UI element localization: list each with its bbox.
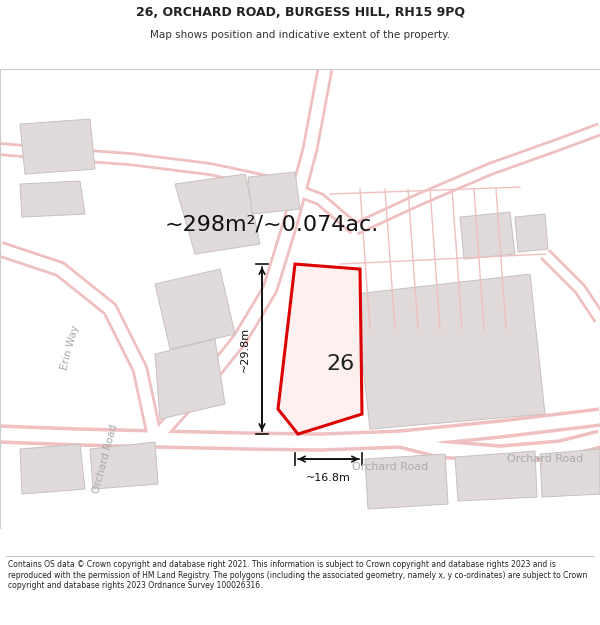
Polygon shape [365, 454, 448, 509]
Polygon shape [355, 274, 545, 429]
Text: Map shows position and indicative extent of the property.: Map shows position and indicative extent… [150, 30, 450, 40]
Text: Contains OS data © Crown copyright and database right 2021. This information is : Contains OS data © Crown copyright and d… [8, 560, 587, 590]
Text: Erin Way: Erin Way [59, 324, 81, 371]
Polygon shape [20, 119, 95, 174]
Polygon shape [248, 172, 300, 214]
Polygon shape [155, 269, 235, 349]
Text: Orchard Road: Orchard Road [91, 423, 119, 495]
Text: Orchard Road: Orchard Road [352, 462, 428, 472]
Polygon shape [278, 264, 362, 434]
Text: ~298m²/~0.074ac.: ~298m²/~0.074ac. [165, 214, 379, 234]
Text: 26, ORCHARD ROAD, BURGESS HILL, RH15 9PQ: 26, ORCHARD ROAD, BURGESS HILL, RH15 9PQ [136, 6, 464, 19]
Text: ~16.8m: ~16.8m [306, 473, 351, 483]
Text: 26: 26 [326, 354, 354, 374]
Polygon shape [455, 451, 537, 501]
Polygon shape [90, 442, 158, 489]
Text: ~29.8m: ~29.8m [240, 326, 250, 372]
Polygon shape [175, 174, 260, 254]
Polygon shape [515, 214, 548, 252]
Polygon shape [460, 212, 515, 259]
Polygon shape [20, 444, 85, 494]
Text: Orchard Road: Orchard Road [507, 454, 583, 464]
Polygon shape [540, 449, 600, 497]
Polygon shape [20, 181, 85, 217]
Polygon shape [155, 339, 225, 419]
